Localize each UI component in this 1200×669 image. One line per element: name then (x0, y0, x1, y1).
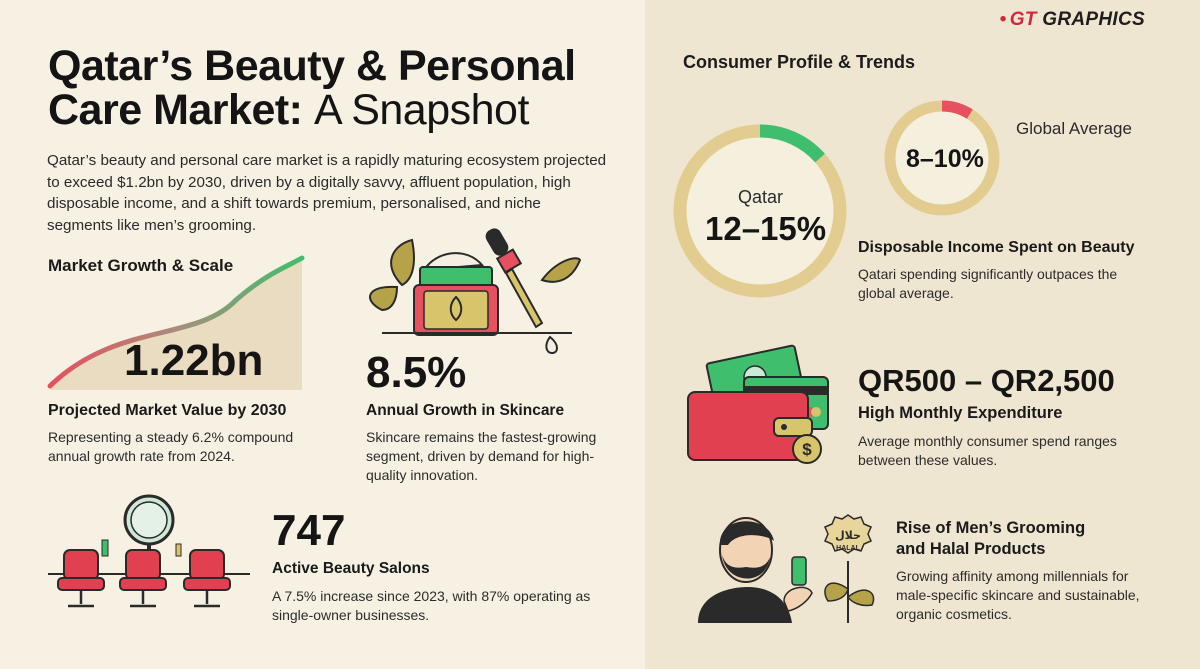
skincare-jar-icon (369, 228, 582, 355)
skincare-heading: Annual Growth in Skincare (366, 402, 565, 419)
mirror-icon (123, 494, 175, 562)
market-value: 1.22bn (124, 336, 264, 385)
qatar-label: Qatar (738, 187, 784, 207)
market-growth-title: Market Growth & Scale (48, 256, 234, 275)
global-share-arc (941, 100, 973, 119)
bearded-man-icon: حلال HALAL (698, 514, 875, 623)
income-description: Qatari spending significantly outpaces t… (858, 266, 1118, 301)
market-value-heading: Projected Market Value by 2030 (48, 402, 287, 419)
grooming-heading: Rise of Men’s Grooming and Halal Product… (896, 519, 1086, 558)
halal-badge-text: HALAL (836, 545, 860, 552)
income-rings (673, 100, 1000, 298)
spend-description: Average monthly consumer spend ranges be… (858, 433, 1117, 468)
brand-logo: • GT GRAPHICS (999, 9, 1145, 30)
skincare-description: Skincare remains the fastest-growing seg… (366, 429, 597, 483)
wallet-icon: $ (687, 344, 829, 464)
page-title: Qatar’s Beauty & Personal Care Market: A… (48, 42, 576, 134)
qatar-value: 12–15% (705, 210, 827, 247)
coin-icon: $ (792, 434, 822, 464)
intro-paragraph: Qatar’s beauty and personal care market … (47, 152, 607, 234)
salon-chairs-icon (48, 494, 250, 608)
skincare-growth-value: 8.5% (366, 348, 467, 397)
global-label: Global Average (1016, 119, 1132, 138)
global-value: 8–10% (906, 145, 984, 173)
halal-arabic-text: حلال (835, 529, 861, 542)
spend-heading: High Monthly Expenditure (858, 404, 1063, 422)
grooming-description: Growing affinity among millennials for m… (896, 568, 1140, 622)
income-heading: Disposable Income Spent on Beauty (858, 239, 1135, 256)
qatar-share-arc (759, 124, 825, 163)
salons-value: 747 (272, 506, 346, 555)
halal-plant-icon: حلال HALAL (824, 514, 875, 623)
salons-heading: Active Beauty Salons (272, 560, 430, 577)
dropper-icon (485, 228, 558, 355)
consumer-section-title: Consumer Profile & Trends (683, 52, 916, 72)
spend-value: QR500 – QR2,500 (858, 363, 1115, 398)
left-panel (0, 0, 645, 669)
svg-text:$: $ (802, 440, 812, 459)
market-value-description: Representing a steady 6.2% compound annu… (48, 429, 294, 464)
salons-description: A 7.5% increase since 2023, with 87% ope… (272, 588, 591, 623)
growth-curve-icon (47, 255, 305, 390)
